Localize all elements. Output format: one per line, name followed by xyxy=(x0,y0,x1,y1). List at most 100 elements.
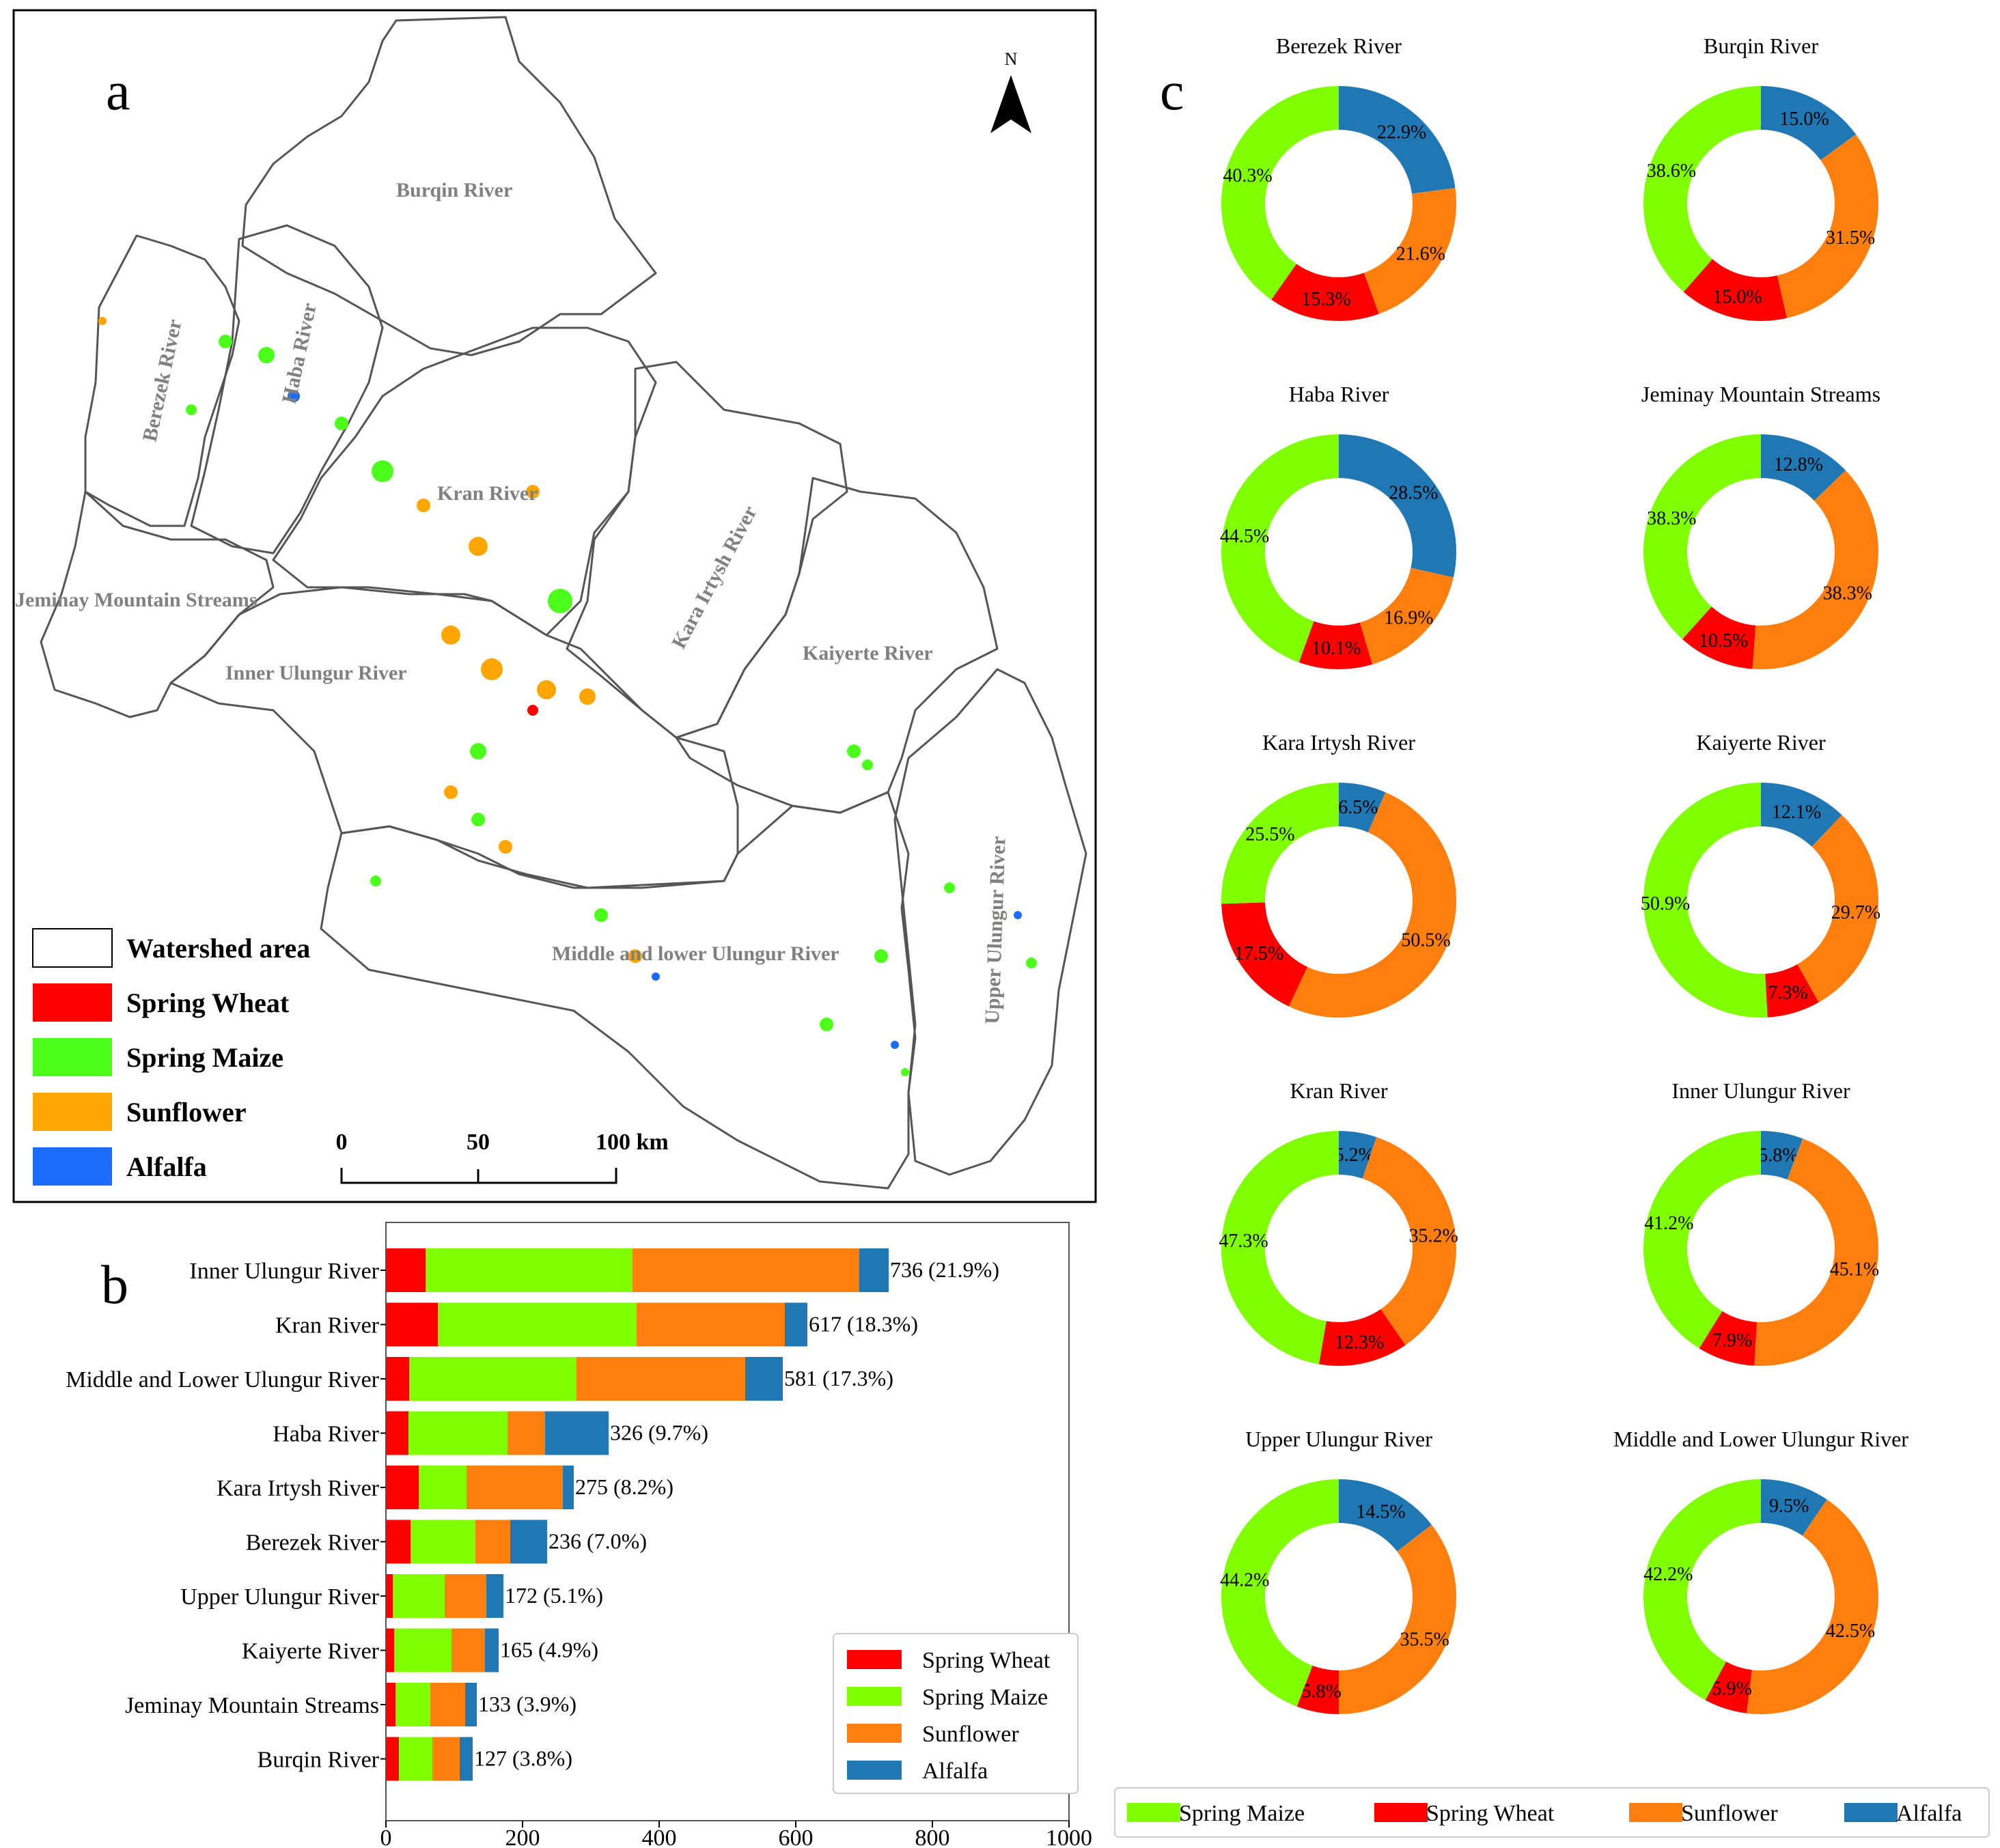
bar-total-labels: 736 (21.9%) 617 (18.3%) 581 (17.3%) 326 (9.… xyxy=(474,1257,999,1771)
bar-spring-wheat-jeminay-mountain-streams xyxy=(386,1683,395,1726)
legend-swatch-watershed xyxy=(32,928,113,968)
bar-spring-wheat-kara-irtysh-river xyxy=(386,1466,419,1509)
bar-category-labels: Inner Ulungur River Kran River Middle and … xyxy=(66,1259,386,1773)
donut-label-kran-river-spring-maize: 47.3% xyxy=(1219,1231,1268,1252)
boundary-middle-lower-ulungur xyxy=(320,791,917,1190)
donut-label-haba-river-spring-maize: 44.5% xyxy=(1220,526,1269,547)
donut-slice-inner-ulungur-river-spring-wheat xyxy=(1699,1311,1757,1366)
bar-alfalfa-inner-ulungur-river xyxy=(859,1248,889,1292)
bar-spring-maize-middle-and-lower-ulungur-river xyxy=(409,1357,577,1401)
bar-sunflower-kaiyerte-river xyxy=(452,1628,485,1672)
donut-slice-inner-ulungur-river-alfalfa xyxy=(1761,1131,1803,1180)
bar-sunflower-kran-river xyxy=(637,1302,785,1347)
donut-title-upper-ulungur-river: Upper Ulungur River xyxy=(1245,1427,1432,1451)
bar-category-berezek-river: Berezek River xyxy=(246,1530,380,1556)
bar-xtick-600: 600 xyxy=(779,1825,814,1848)
donut-title-burqin-river: Burqin River xyxy=(1704,33,1818,58)
donut-slice-burqin-river-spring-maize xyxy=(1643,86,1761,292)
donut-label-kaiyerte-river-sunflower: 29.7% xyxy=(1831,902,1880,923)
donut-label-haba-river-spring-wheat: 10.1% xyxy=(1311,638,1361,659)
panel-a-label: a xyxy=(106,61,130,122)
bar-total-burqin-river: 127 (3.8%) xyxy=(474,1746,572,1771)
bar-total-kara-irtysh-river: 275 (8.2%) xyxy=(575,1474,673,1499)
bar-total-haba-river: 326 (9.7%) xyxy=(610,1420,708,1445)
boundary-burqin xyxy=(241,16,657,356)
legend-text-sunflower: Sunflower xyxy=(126,1097,247,1128)
boundary-upper-ulungur xyxy=(893,668,1087,1176)
north-arrow: N xyxy=(990,49,1031,133)
donut-slice-middle-and-lower-ulungur-river-alfalfa xyxy=(1761,1479,1827,1536)
north-label: N xyxy=(1005,49,1018,69)
donut-label-upper-ulungur-river-alfalfa: 14.5% xyxy=(1356,1501,1405,1522)
donut-label-berezek-river-sunflower: 21.6% xyxy=(1396,244,1445,265)
bar-sunflower-inner-ulungur-river xyxy=(633,1248,859,1292)
watershed-boundaries xyxy=(40,16,1087,1190)
map-label-kran: Kran River xyxy=(437,482,538,505)
bar-category-burqin-river: Burqin River xyxy=(258,1748,380,1773)
donut-slice-kara-irtysh-river-alfalfa xyxy=(1339,783,1386,832)
bar-spring-maize-kaiyerte-river xyxy=(394,1628,452,1672)
legend-swatch-wheat xyxy=(33,983,112,1022)
donut-slice-burqin-river-sunflower xyxy=(1777,134,1878,318)
bar-alfalfa-middle-and-lower-ulungur-river xyxy=(745,1357,783,1401)
bar-alfalfa-berezek-river xyxy=(510,1520,547,1564)
bar-category-jeminay-mountain-streams: Jeminay Mountain Streams xyxy=(125,1693,379,1718)
bar-alfalfa-haba-river xyxy=(545,1411,609,1455)
bar-spring-wheat-haba-river xyxy=(386,1411,408,1455)
bar-spring-maize-kara-irtysh-river xyxy=(419,1466,467,1509)
bar-alfalfa-jeminay-mountain-streams xyxy=(465,1683,477,1726)
donut-slice-burqin-river-spring-wheat xyxy=(1683,259,1788,321)
boundary-berezek xyxy=(84,234,240,527)
donut-slice-kran-river-alfalfa xyxy=(1339,1131,1377,1179)
bar-legend-label-sunflower: Sunflower xyxy=(922,1722,1019,1747)
bar-spring-wheat-upper-ulungur-river xyxy=(386,1574,393,1618)
donut-slice-inner-ulungur-river-sunflower xyxy=(1754,1138,1878,1366)
legend-text-maize: Spring Maize xyxy=(126,1042,283,1073)
donut-label-jeminay-mountain-streams-alfalfa: 12.8% xyxy=(1774,454,1823,475)
donut-slice-berezek-river-spring-wheat xyxy=(1271,264,1379,322)
donut-label-middle-and-lower-ulungur-river-spring-maize: 42.2% xyxy=(1643,1564,1693,1585)
donut-slice-kaiyerte-river-alfalfa xyxy=(1761,783,1842,847)
donut-label-kara-irtysh-river-spring-wheat: 17.5% xyxy=(1234,943,1283,964)
scale-bar: 0 50 100 km xyxy=(336,1130,669,1184)
donut-slice-kran-river-spring-wheat xyxy=(1318,1308,1406,1366)
scale-tick-100: 100 km xyxy=(596,1130,669,1155)
donut-slice-upper-ulungur-river-alfalfa xyxy=(1339,1479,1432,1552)
panel-c-label: c xyxy=(1160,61,1184,122)
bar-spring-wheat-berezek-river xyxy=(386,1520,411,1564)
donut-label-kara-irtysh-river-spring-maize: 25.5% xyxy=(1245,824,1294,845)
donut-slice-kara-irtysh-river-spring-maize xyxy=(1221,783,1339,904)
donut-legend-swatch-sunflower xyxy=(1629,1803,1682,1822)
donut-label-berezek-river-spring-wheat: 15.3% xyxy=(1301,289,1350,310)
donut-slice-jeminay-mountain-streams-spring-maize xyxy=(1643,434,1761,639)
donut-label-jeminay-mountain-streams-spring-wheat: 10.5% xyxy=(1699,630,1748,652)
donut-title-berezek-river: Berezek River xyxy=(1276,33,1402,58)
bar-spring-wheat-burqin-river xyxy=(386,1737,399,1781)
bar-legend-swatch-spring-maize xyxy=(847,1687,902,1706)
donut-slice-kran-river-spring-maize xyxy=(1221,1131,1339,1364)
bar-sunflower-berezek-river xyxy=(475,1520,510,1564)
legend-swatch-sunflower xyxy=(33,1093,112,1131)
donut-label-burqin-river-sunflower: 31.5% xyxy=(1826,227,1875,249)
donut-legend-label-sunflower: Sunflower xyxy=(1681,1801,1778,1826)
donut-label-berezek-river-spring-maize: 40.3% xyxy=(1223,165,1272,186)
legend-text-wheat: Spring Wheat xyxy=(126,988,290,1018)
bar-alfalfa-kran-river xyxy=(785,1302,807,1347)
donut-legend-label-spring-wheat: Spring Wheat xyxy=(1426,1801,1555,1826)
legend-text-watershed: Watershed area xyxy=(126,933,310,964)
donut-label-upper-ulungur-river-sunflower: 35.5% xyxy=(1400,1629,1449,1651)
bar-xtick-200: 200 xyxy=(505,1825,540,1848)
panel-b-label: b xyxy=(101,1255,128,1315)
bar-category-haba-river: Haba River xyxy=(273,1422,379,1447)
bar-spring-maize-upper-ulungur-river xyxy=(393,1574,445,1618)
bar-category-kran-river: Kran River xyxy=(275,1313,380,1339)
boundary-inner-ulungur xyxy=(169,586,739,889)
donut-label-kaiyerte-river-spring-maize: 50.9% xyxy=(1641,893,1690,914)
bar-sunflower-burqin-river xyxy=(432,1737,460,1781)
bar-legend-frame xyxy=(833,1633,1079,1794)
donut-slice-upper-ulungur-river-spring-maize xyxy=(1221,1479,1339,1707)
bar-xtick-0: 0 xyxy=(380,1825,392,1848)
donut-title-kaiyerte-river: Kaiyerte River xyxy=(1696,730,1826,755)
donut-slice-haba-river-spring-maize xyxy=(1221,434,1339,662)
north-arrow-icon xyxy=(990,75,1031,133)
